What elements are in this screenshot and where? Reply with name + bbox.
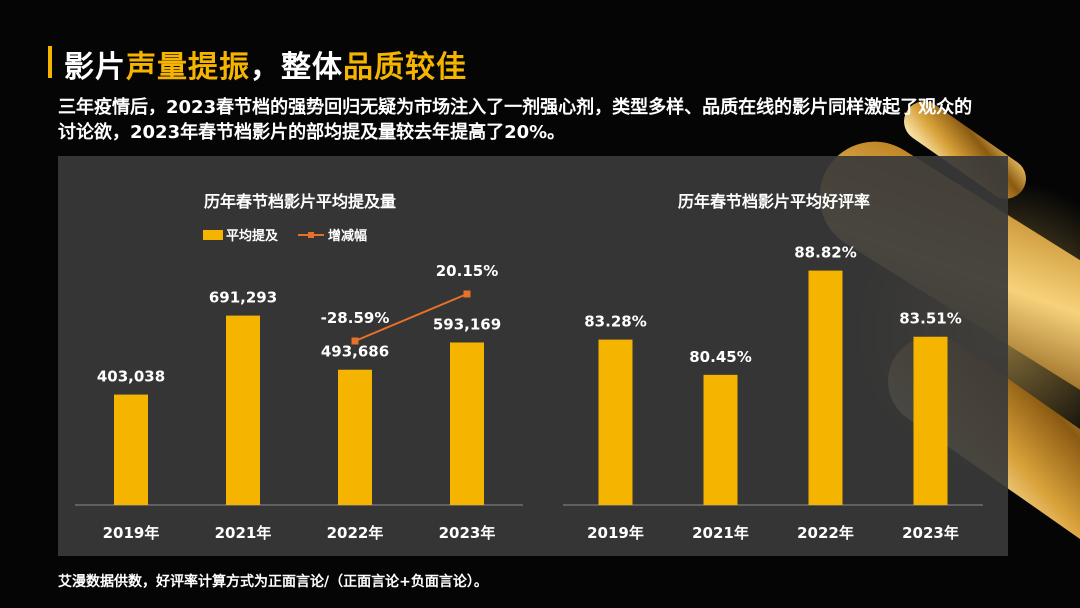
chart-1-tick-label-3: 2022年: [327, 524, 384, 542]
chart-1-tick-label-2: 2021年: [215, 524, 272, 542]
chart-1-data-label-3: 493,686: [321, 343, 389, 361]
chart-2-bar-3: [808, 270, 843, 505]
chart-1-growth-line-segment: [354, 293, 468, 342]
chart-2-title: 历年春节档影片平均好评率: [678, 192, 870, 211]
title-part-2: 声量提振: [126, 50, 250, 85]
chart-2-data-label-4: 83.51%: [899, 310, 961, 328]
description-text: 三年疫情后，2023春节档的强势回归无疑为市场注入了一剂强心剂，类型多样、品质在…: [58, 97, 973, 143]
legend-line-marker: [308, 232, 314, 238]
chart-1-growth-point-3: [351, 337, 359, 345]
legend-line-label: 增减幅: [328, 228, 367, 244]
chart-2-data-label-3: 88.82%: [794, 244, 856, 262]
chart-1-title: 历年春节档影片平均提及量: [204, 192, 396, 211]
chart-panel: 历年春节档影片平均提及量 403,038 2019年 691,293 2021年 493,…: [58, 156, 1008, 556]
chart-2-bar-4: [913, 336, 948, 505]
chart-1-bar-4: [450, 342, 484, 505]
chart-2-data-label-2: 80.45%: [689, 348, 751, 366]
legend-bar-label: 平均提及: [226, 228, 279, 244]
chart-2-tick-label-3: 2022年: [797, 524, 854, 542]
chart-2-data-label-1: 83.28%: [584, 313, 646, 331]
chart-2-tick-label-1: 2019年: [587, 524, 644, 542]
chart-2-bar-1: [598, 339, 633, 505]
chart-1-bar-3: [338, 369, 372, 505]
chart-1-data-label-2: 691,293: [209, 289, 277, 307]
title-part-1: 影片: [64, 50, 126, 85]
chart-1-tick-label-4: 2023年: [439, 524, 496, 542]
legend-bar-swatch: [203, 230, 223, 240]
title-accent-bar: [48, 46, 52, 78]
footer-note: 艾漫数据供数，好评率计算方式为正面言论/（正面言论+负面言论）。: [58, 574, 488, 590]
page-title: 影片声量提振，整体品质较佳: [64, 42, 467, 86]
chart-2-tick-label-2: 2021年: [692, 524, 749, 542]
chart-1-growth-point-4: [463, 290, 471, 298]
chart-1-bar-1: [114, 394, 148, 505]
chart-1-data-label-1: 403,038: [97, 368, 165, 386]
chart-1-growth-label-3: -28.59%: [321, 309, 390, 327]
title-part-4: 品质较佳: [343, 50, 467, 85]
chart-2-bar-2: [703, 374, 738, 505]
chart-2-tick-label-4: 2023年: [902, 524, 959, 542]
title-part-3: ，整体: [250, 50, 343, 85]
chart-1-bar-2: [226, 315, 260, 505]
chart-1-tick-label-1: 2019年: [103, 524, 160, 542]
chart-1-growth-label-4: 20.15%: [436, 262, 498, 280]
charts-canvas: 历年春节档影片平均提及量 403,038 2019年 691,293 2021年 493,…: [75, 192, 983, 542]
chart-1-data-label-4: 593,169: [433, 315, 501, 333]
